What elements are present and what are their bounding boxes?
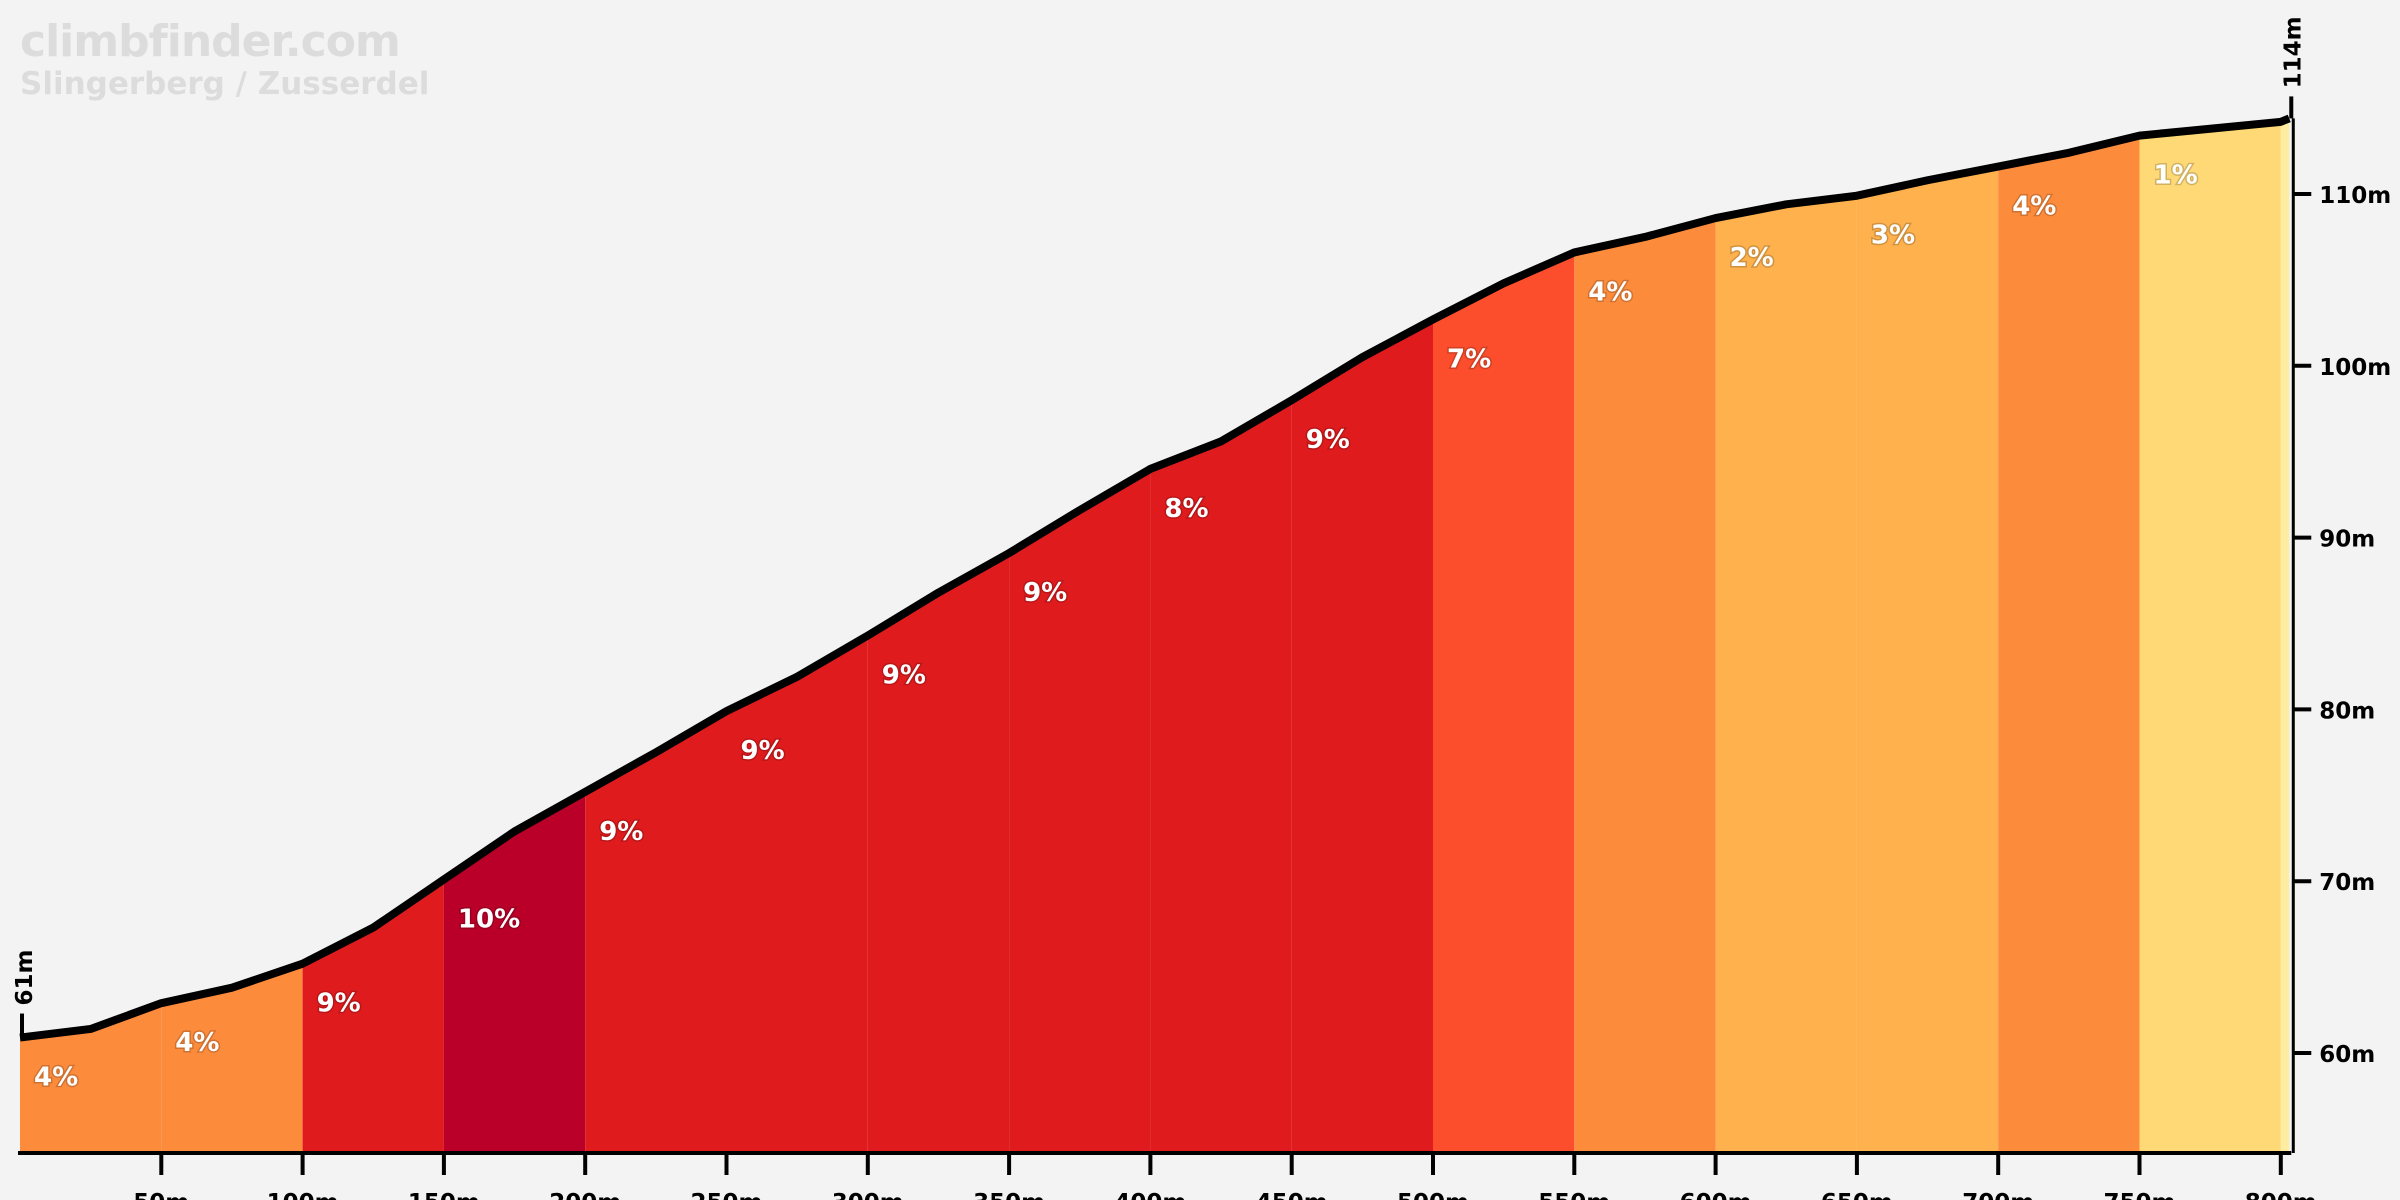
y-tick-label: 90m xyxy=(2319,527,2375,553)
grade-label: 9% xyxy=(317,989,361,1019)
grade-label: 9% xyxy=(599,817,643,847)
grade-label: 2% xyxy=(1730,243,1774,273)
x-tick-label: 800m xyxy=(2245,1190,2317,1200)
gradient-segment xyxy=(1150,400,1292,1153)
end-elevation-label: 114m xyxy=(2280,16,2306,88)
grade-label: 9% xyxy=(1306,425,1350,455)
grade-label: 3% xyxy=(1871,221,1915,251)
x-tick-label: 450m xyxy=(1256,1190,1328,1200)
grade-label: 4% xyxy=(175,1028,219,1058)
gradient-segment xyxy=(2139,121,2281,1154)
gradient-segment xyxy=(20,1003,162,1153)
x-tick-label: 600m xyxy=(1680,1190,1752,1200)
grade-label: 8% xyxy=(1164,494,1208,524)
gradient-segment xyxy=(726,635,868,1153)
x-tick-label: 200m xyxy=(549,1190,621,1200)
gradient-segment xyxy=(1433,252,1575,1154)
gradient-segment xyxy=(585,711,727,1153)
gradient-segment xyxy=(1009,468,1151,1153)
grade-label: 10% xyxy=(458,904,520,934)
y-tick-label: 110m xyxy=(2319,183,2391,209)
y-tick-label: 60m xyxy=(2319,1042,2375,1068)
gradient-segment xyxy=(1856,166,1999,1154)
grade-label: 4% xyxy=(2012,192,2056,222)
y-tick-label: 80m xyxy=(2319,698,2375,724)
grade-label: 9% xyxy=(741,736,785,766)
x-tick-label: 300m xyxy=(832,1190,904,1200)
x-tick-label: 550m xyxy=(1538,1190,1610,1200)
gradient-segment xyxy=(1574,218,1716,1153)
gradient-segment xyxy=(443,791,586,1153)
x-tick-label: 50m xyxy=(133,1190,189,1200)
y-tick-label: 70m xyxy=(2319,870,2375,896)
gradient-segment xyxy=(867,553,1010,1153)
gradient-segment xyxy=(1998,135,2140,1153)
x-tick-label: 750m xyxy=(2104,1190,2176,1200)
x-tick-label: 100m xyxy=(267,1190,339,1200)
grade-label: 9% xyxy=(1023,578,1067,608)
x-tick-label: 150m xyxy=(408,1190,480,1200)
brand-logo-text: climbfinder.com xyxy=(20,16,401,67)
x-tick-label: 400m xyxy=(1114,1190,1186,1200)
gradient-segment xyxy=(1715,195,1857,1153)
x-tick-label: 250m xyxy=(691,1190,763,1200)
climb-name: Slingerberg / Zusserdel xyxy=(20,66,430,102)
x-tick-label: 350m xyxy=(973,1190,1045,1200)
grade-label: 4% xyxy=(34,1063,78,1093)
gradient-segment xyxy=(1291,319,1433,1153)
y-tick-label: 100m xyxy=(2319,355,2391,381)
grade-label: 7% xyxy=(1447,344,1491,374)
x-tick-label: 500m xyxy=(1397,1190,1469,1200)
gradient-segment xyxy=(161,963,303,1153)
grade-label: 4% xyxy=(1588,277,1632,307)
grade-label: 9% xyxy=(882,661,926,691)
start-elevation-label: 61m xyxy=(12,950,38,1006)
grade-label: 1% xyxy=(2154,161,2198,191)
gradient-segment xyxy=(2280,118,2290,1154)
x-tick-label: 700m xyxy=(1962,1190,2034,1200)
profile-line xyxy=(19,114,2291,1042)
x-tick-label: 650m xyxy=(1821,1190,1893,1200)
